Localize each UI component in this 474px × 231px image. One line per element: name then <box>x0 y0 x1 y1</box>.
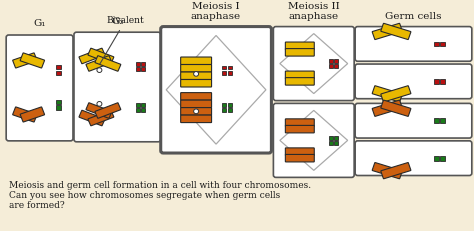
FancyBboxPatch shape <box>95 103 121 118</box>
Bar <box>222 103 226 107</box>
FancyBboxPatch shape <box>285 148 314 155</box>
FancyBboxPatch shape <box>355 27 472 61</box>
Circle shape <box>97 101 102 106</box>
FancyBboxPatch shape <box>355 141 472 176</box>
FancyBboxPatch shape <box>86 56 112 71</box>
Bar <box>136 62 139 66</box>
FancyBboxPatch shape <box>13 53 37 68</box>
Bar <box>228 108 232 112</box>
FancyBboxPatch shape <box>285 155 314 162</box>
Circle shape <box>193 72 199 76</box>
FancyBboxPatch shape <box>181 57 211 64</box>
Bar <box>56 100 61 104</box>
Bar <box>136 67 139 71</box>
Bar <box>141 108 145 112</box>
Bar <box>222 108 226 112</box>
FancyBboxPatch shape <box>20 107 45 122</box>
Bar <box>434 156 438 161</box>
Text: G₂: G₂ <box>111 17 124 26</box>
FancyBboxPatch shape <box>88 48 114 64</box>
Text: Bivalent: Bivalent <box>100 16 144 64</box>
Bar <box>335 64 338 68</box>
Text: Meiosis and germ cell formation in a cell with four chromosomes.
Can you see how: Meiosis and germ cell formation in a cel… <box>9 181 311 210</box>
FancyBboxPatch shape <box>285 71 314 79</box>
FancyBboxPatch shape <box>20 53 45 68</box>
Bar <box>228 71 232 75</box>
Bar <box>329 64 333 68</box>
Bar <box>329 141 333 145</box>
Bar <box>222 71 226 75</box>
Bar <box>434 118 438 123</box>
FancyBboxPatch shape <box>95 56 121 71</box>
FancyBboxPatch shape <box>355 64 472 99</box>
FancyBboxPatch shape <box>181 72 211 79</box>
Bar <box>222 66 226 70</box>
Circle shape <box>97 68 102 73</box>
Bar <box>335 136 338 140</box>
FancyBboxPatch shape <box>381 100 411 116</box>
Bar <box>434 42 438 46</box>
FancyBboxPatch shape <box>74 32 161 142</box>
FancyBboxPatch shape <box>161 27 272 153</box>
Text: Meiosis II
anaphase: Meiosis II anaphase <box>288 2 340 21</box>
Text: Germ cells: Germ cells <box>385 12 442 21</box>
Bar <box>56 71 61 75</box>
FancyBboxPatch shape <box>381 86 411 102</box>
FancyBboxPatch shape <box>372 100 402 116</box>
FancyBboxPatch shape <box>372 86 402 102</box>
FancyBboxPatch shape <box>181 100 211 108</box>
Bar <box>136 103 139 107</box>
Bar <box>434 79 438 84</box>
FancyBboxPatch shape <box>181 93 211 100</box>
FancyBboxPatch shape <box>6 35 73 141</box>
FancyBboxPatch shape <box>79 110 105 126</box>
Bar <box>335 141 338 145</box>
Bar <box>440 156 445 161</box>
FancyBboxPatch shape <box>13 107 37 122</box>
FancyBboxPatch shape <box>355 103 472 138</box>
FancyBboxPatch shape <box>285 125 314 133</box>
Bar <box>440 118 445 123</box>
FancyBboxPatch shape <box>372 23 402 40</box>
FancyBboxPatch shape <box>285 49 314 56</box>
Bar <box>136 108 139 112</box>
FancyBboxPatch shape <box>273 103 354 177</box>
Bar <box>56 65 61 70</box>
FancyBboxPatch shape <box>181 79 211 87</box>
FancyBboxPatch shape <box>285 42 314 49</box>
Bar <box>329 136 333 140</box>
FancyBboxPatch shape <box>372 163 402 179</box>
FancyBboxPatch shape <box>273 27 354 100</box>
Bar <box>56 106 61 110</box>
FancyBboxPatch shape <box>86 103 112 118</box>
Circle shape <box>193 109 199 114</box>
FancyBboxPatch shape <box>285 119 314 126</box>
FancyBboxPatch shape <box>181 115 211 123</box>
FancyBboxPatch shape <box>181 64 211 72</box>
FancyBboxPatch shape <box>381 163 411 179</box>
Bar <box>141 103 145 107</box>
Text: Meiosis I
anaphase: Meiosis I anaphase <box>191 2 241 21</box>
Bar <box>141 62 145 66</box>
Bar <box>335 59 338 63</box>
Bar <box>228 66 232 70</box>
Bar <box>228 103 232 107</box>
FancyBboxPatch shape <box>381 23 411 40</box>
Bar <box>440 42 445 46</box>
Bar <box>141 67 145 71</box>
Bar <box>329 59 333 63</box>
FancyBboxPatch shape <box>79 48 105 64</box>
FancyBboxPatch shape <box>181 108 211 115</box>
Bar <box>440 79 445 84</box>
FancyBboxPatch shape <box>88 110 114 126</box>
FancyBboxPatch shape <box>285 78 314 85</box>
Text: G₁: G₁ <box>33 19 46 28</box>
